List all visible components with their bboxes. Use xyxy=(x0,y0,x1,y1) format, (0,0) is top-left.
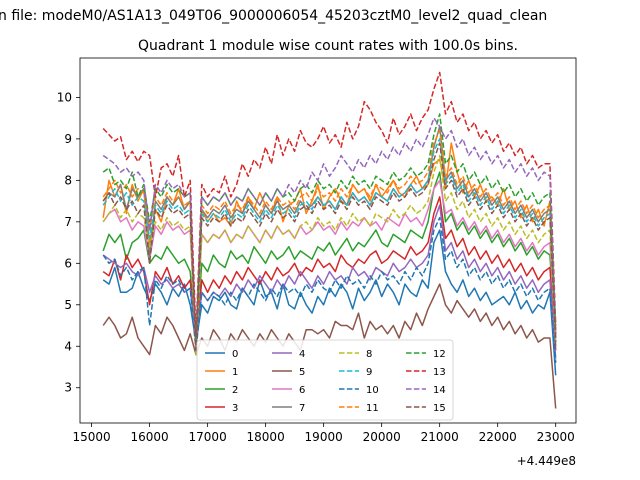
series-line-15 xyxy=(102,142,557,352)
series-line-0 xyxy=(102,229,557,376)
series-line-11 xyxy=(102,129,557,348)
chart-title: Quadrant 1 module wise count rates with … xyxy=(138,38,518,54)
y-tick-label: 7 xyxy=(64,215,72,229)
x-tick-label: 19000 xyxy=(305,430,343,444)
series-line-6 xyxy=(102,179,557,352)
legend-label-7: 7 xyxy=(299,403,305,414)
legend-label-11: 11 xyxy=(366,403,379,414)
legend-label-15: 15 xyxy=(433,403,446,414)
x-tick-label: 22000 xyxy=(479,430,517,444)
axes-layer: 15000 16000 17000 18000 19000 20000 21000 22000… xyxy=(57,90,575,444)
x-tick-label: 16000 xyxy=(131,430,169,444)
series-line-10 xyxy=(102,216,557,363)
legend-box xyxy=(196,339,454,421)
legend-label-9: 9 xyxy=(366,367,372,378)
legend-label-5: 5 xyxy=(299,367,305,378)
legend-label-12: 12 xyxy=(433,349,446,360)
series-line-8 xyxy=(102,154,557,356)
series-layer xyxy=(102,71,557,409)
series-line-5 xyxy=(102,283,557,409)
series-line-12 xyxy=(102,113,557,343)
series-line-3 xyxy=(102,196,557,351)
legend-label-8: 8 xyxy=(366,349,372,360)
y-tick-label: 5 xyxy=(64,298,72,312)
series-line-9 xyxy=(102,138,557,352)
legend-label-2: 2 xyxy=(232,385,238,396)
x-tick-label: 23000 xyxy=(537,430,575,444)
y-tick-label: 4 xyxy=(64,339,72,353)
x-offset-label: +4.449e8 xyxy=(517,454,576,468)
plot-frame xyxy=(79,57,577,424)
legend-label-1: 1 xyxy=(232,367,238,378)
y-tick-label: 3 xyxy=(64,381,72,395)
x-tick-label: 20000 xyxy=(363,430,401,444)
x-tick-label: 21000 xyxy=(421,430,459,444)
legend-label-10: 10 xyxy=(366,385,379,396)
legend-label-4: 4 xyxy=(299,349,305,360)
series-line-14 xyxy=(102,117,557,348)
x-tick-label: 18000 xyxy=(247,430,285,444)
series-line-2 xyxy=(102,171,557,347)
series-line-4 xyxy=(102,204,557,359)
legend-label-13: 13 xyxy=(433,367,446,378)
figure-suptitle: n file: modeM0/AS1A13_049T06_9000006054_… xyxy=(0,8,547,24)
y-tick-label: 6 xyxy=(64,256,72,270)
y-tick-label: 9 xyxy=(64,132,72,146)
series-line-1 xyxy=(102,142,557,356)
x-tick-label: 15000 xyxy=(73,430,111,444)
x-tick-label: 17000 xyxy=(189,430,227,444)
y-tick-label: 8 xyxy=(64,173,72,187)
series-line-13 xyxy=(102,71,557,335)
y-tick-label: 10 xyxy=(57,90,72,104)
legend-label-14: 14 xyxy=(433,385,446,396)
legend-label-0: 0 xyxy=(232,349,238,360)
legend-label-6: 6 xyxy=(299,385,305,396)
legend-label-3: 3 xyxy=(232,403,238,414)
